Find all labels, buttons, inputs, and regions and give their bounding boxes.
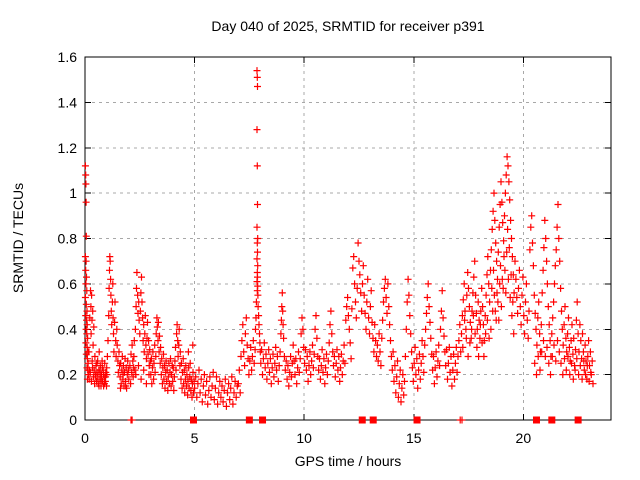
flag-square-marker (358, 416, 366, 424)
flag-square-marker (532, 416, 540, 424)
flag-square-marker (548, 416, 556, 424)
srmtid-plus-markers (81, 67, 597, 424)
y-axis-label: SRMTID / TECUs (10, 183, 26, 293)
flag-square-marker (574, 416, 582, 424)
tick-labels: 0 5 10 15 20 0 0.2 0.4 0.6 0.8 1 1.2 1.4 1.6 (58, 49, 532, 446)
x-tick-label: 5 (191, 430, 199, 446)
y-tick-label: 1 (69, 185, 77, 201)
y-tick-label: 1.2 (58, 140, 78, 156)
x-tick-label: 15 (406, 430, 422, 446)
scatter-points (81, 67, 597, 424)
x-tick-label: 0 (81, 430, 89, 446)
flag-square-marker (413, 416, 421, 424)
axis-flag-markers (189, 416, 582, 424)
y-tick-label: 1.4 (58, 94, 78, 110)
y-tick-label: 0.6 (58, 276, 78, 292)
chart-title: Day 040 of 2025, SRMTID for receiver p39… (211, 18, 484, 34)
x-tick-label: 20 (516, 430, 532, 446)
flag-square-marker (259, 416, 267, 424)
y-tick-label: 0 (69, 412, 77, 428)
y-tick-label: 0.4 (58, 321, 78, 337)
x-tick-label: 10 (296, 430, 312, 446)
flag-square-marker (245, 416, 253, 424)
y-tick-label: 0.2 (58, 367, 78, 383)
y-tick-label: 1.6 (58, 49, 78, 65)
flag-square-marker (369, 416, 377, 424)
flag-square-marker (189, 416, 197, 424)
y-tick-label: 0.8 (58, 231, 78, 247)
x-axis-label: GPS time / hours (295, 453, 402, 469)
gridlines (85, 57, 611, 420)
